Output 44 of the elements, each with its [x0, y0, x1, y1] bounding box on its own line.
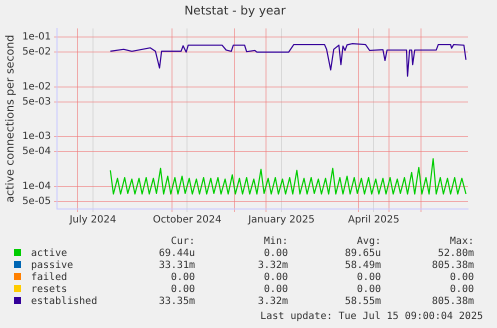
legend-label: failed	[30, 272, 68, 284]
text: 0.00	[170, 272, 195, 284]
y-tick-label: 1e-01	[22, 32, 52, 43]
text: Avg:	[356, 236, 381, 248]
legend-label: resets	[30, 284, 68, 296]
y-axis-title: active connections per second	[3, 34, 16, 203]
text: 58.55m	[344, 296, 381, 308]
y-tick-label: 1e-03	[22, 131, 52, 142]
legend-label: passive	[30, 260, 74, 272]
y-tick-label: 1e-02	[22, 81, 52, 92]
text: 33.35m	[158, 296, 195, 308]
text: Cur:	[170, 236, 195, 248]
chart-title: Netstat - by year	[184, 3, 286, 18]
text: 3.32m	[256, 296, 288, 308]
y-tick-label: 5e-05	[22, 196, 52, 207]
text: 0.00	[170, 284, 195, 296]
text: 0.00	[356, 284, 381, 296]
text: 52.80m	[436, 248, 474, 260]
legend-label: established	[30, 296, 98, 308]
text: 33.31m	[158, 260, 195, 272]
text: 0.00	[448, 284, 474, 296]
y-tick-label: 5e-03	[22, 96, 52, 108]
text: 805.38m	[430, 296, 474, 308]
x-tick-label: July 2024	[68, 214, 116, 226]
y-tick-label: 1e-04	[22, 180, 52, 192]
text: Last update: Tue Jul 15 09:00:04 2025	[260, 311, 483, 322]
text: 0.00	[262, 248, 288, 260]
x-tick-label: October 2024	[152, 214, 222, 226]
y-tick-label: 5e-04	[22, 146, 52, 158]
text: 89.65u	[344, 248, 381, 260]
y-tick-label: 5e-02	[22, 46, 52, 58]
x-tick-label: January 2025	[247, 214, 315, 226]
text: 0.00	[356, 272, 381, 284]
x-tick-label: April 2025	[348, 214, 400, 226]
text: 58.49m	[344, 260, 381, 272]
text: 805.38m	[430, 260, 474, 272]
text: 0.00	[262, 284, 288, 296]
text: 69.44u	[158, 248, 195, 260]
text: 0.00	[262, 272, 288, 284]
legend-label: active	[30, 248, 68, 260]
text: 3.32m	[256, 260, 288, 272]
text: Max:	[448, 236, 474, 248]
text: 0.00	[448, 272, 474, 284]
text: Min:	[262, 236, 288, 248]
